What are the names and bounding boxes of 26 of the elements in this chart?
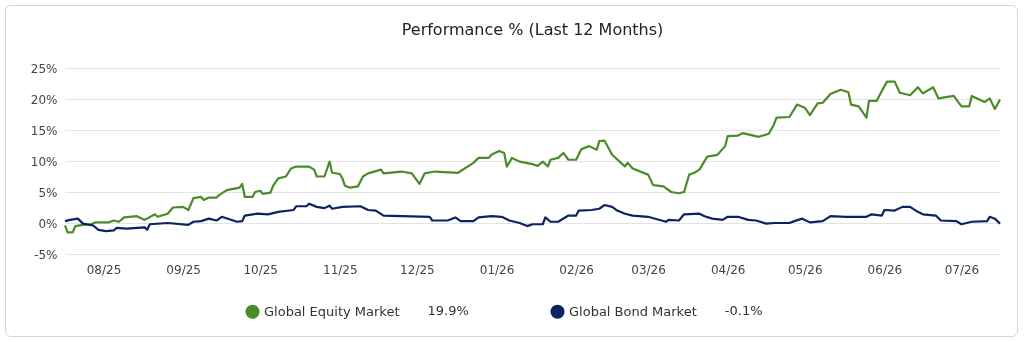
x-tick-label: 05/26 (787, 262, 823, 277)
y-tick-label: 15% (30, 123, 58, 138)
chart-title: Performance % (Last 12 Months) (401, 20, 664, 39)
x-tick-label: 02/26 (559, 262, 594, 277)
y-tick-label: 20% (30, 92, 58, 107)
y-tick-label: 5% (38, 185, 58, 200)
y-tick-label: 0% (38, 216, 58, 231)
x-tick-label: 11/25 (323, 262, 358, 277)
legend-label: Global Equity Market (264, 303, 400, 319)
x-tick-label: 10/25 (243, 262, 279, 277)
x-tick-label: 03/26 (631, 262, 666, 277)
line-series (63, 202, 1002, 233)
line-series (63, 80, 1002, 234)
text: -0.1% (724, 303, 763, 320)
x-tick-label: 09/25 (166, 262, 201, 277)
x-tick-label: 06/26 (867, 262, 903, 277)
x-tick-label: 12/25 (400, 262, 435, 277)
x-tick-label: 08/25 (86, 262, 122, 277)
y-tick-label: 10% (30, 154, 58, 169)
x-tick-label: 01/26 (479, 262, 515, 277)
x-tick-label: 07/26 (944, 262, 980, 277)
x-tick-label: 04/26 (710, 262, 746, 277)
legend-label: Global Bond Market (569, 303, 697, 319)
y-tick-label: -5% (34, 247, 58, 262)
y-tick-label: 25% (30, 61, 58, 76)
text: 19.9% (427, 303, 469, 320)
